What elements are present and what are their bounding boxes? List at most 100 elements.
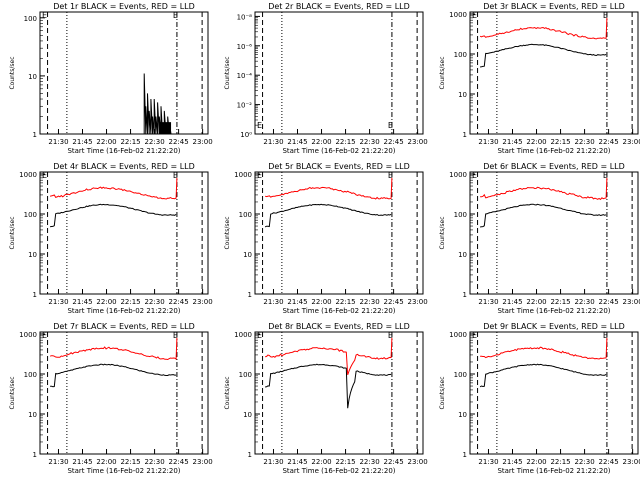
x-tick-label: 22:30	[574, 298, 594, 306]
panel-title: Det 2r BLACK = Events, RED = LLD	[268, 2, 410, 11]
x-tick-label: 21:45	[72, 298, 92, 306]
x-tick-label: 22:30	[574, 138, 594, 146]
panel-det-8: Det 8r BLACK = Events, RED = LLD Counts/s…	[224, 322, 428, 475]
marker-right: E	[603, 11, 608, 20]
y-axis-label: Counts/sec	[9, 56, 16, 89]
panel-det-9: Det 9r BLACK = Events, RED = LLD Counts/s…	[439, 322, 640, 475]
y-tick-label: 100	[24, 211, 37, 219]
y-tick-label: 10⁻⁴	[237, 72, 253, 80]
events-block	[159, 122, 172, 134]
events-series	[479, 363, 607, 388]
x-tick-label: 22:45	[169, 138, 189, 146]
x-tick-label: 22:30	[144, 298, 164, 306]
y-axis-label: Counts/sec	[224, 56, 231, 89]
x-tick-label: 21:45	[287, 138, 307, 146]
x-tick-label: 21:45	[502, 458, 522, 466]
y-tick-label: 10⁰	[240, 131, 252, 139]
panel-title: Det 5r BLACK = Events, RED = LLD	[268, 162, 410, 171]
x-tick-label: 22:00	[526, 138, 546, 146]
x-tick-label: 22:00	[96, 458, 116, 466]
y-tick-label: 10	[28, 251, 37, 259]
y-tick-label: 1	[248, 291, 252, 299]
x-tick-label: 22:15	[335, 458, 355, 466]
y-tick-label: 1	[33, 131, 37, 139]
x-tick-label: 21:30	[263, 458, 283, 466]
x-tick-label: 21:30	[48, 458, 68, 466]
x-tick-label: 22:00	[311, 298, 331, 306]
x-tick-label: 21:45	[502, 138, 522, 146]
x-tick-label: 22:15	[335, 298, 355, 306]
plot-frame	[469, 11, 639, 135]
marker-left: E	[42, 11, 47, 20]
y-axis-label: Counts/sec	[439, 376, 446, 409]
marker-right: E	[388, 171, 393, 180]
x-tick-label: 22:30	[359, 458, 379, 466]
lld-series	[264, 177, 393, 200]
marker-left: E	[257, 171, 262, 180]
x-axis-label: Start Time (16-Feb-02 21:22:20)	[282, 307, 395, 315]
y-tick-label: 10	[28, 411, 37, 419]
marker-left: E	[42, 171, 47, 180]
y-tick-label: 100	[24, 371, 37, 379]
y-tick-label: 10	[458, 91, 467, 99]
marker-right: E	[603, 331, 608, 340]
y-tick-label: 10	[243, 411, 252, 419]
x-axis-label: Start Time (16-Feb-02 21:22:20)	[67, 467, 180, 475]
x-tick-label: 22:30	[574, 458, 594, 466]
x-tick-label: 21:30	[478, 458, 498, 466]
y-tick-label: 10⁻²	[237, 102, 253, 110]
y-axis-label: Counts/sec	[224, 216, 231, 249]
panel-title: Det 7r BLACK = Events, RED = LLD	[53, 322, 195, 331]
x-tick-label: 23:00	[193, 458, 213, 466]
x-tick-label: 22:15	[550, 138, 570, 146]
y-tick-label: 1000	[234, 171, 252, 179]
x-tick-label: 21:45	[72, 138, 92, 146]
x-tick-label: 23:00	[408, 298, 428, 306]
x-tick-label: 21:30	[48, 138, 68, 146]
marker-right: E	[173, 331, 178, 340]
x-axis-label: Start Time (16-Feb-02 21:22:20)	[67, 307, 180, 315]
x-tick-label: 22:30	[144, 138, 164, 146]
y-tick-label: 10	[458, 251, 467, 259]
x-tick-label: 22:15	[550, 298, 570, 306]
y-tick-label: 10	[458, 411, 467, 419]
y-tick-label: 100	[454, 51, 467, 59]
events-series	[265, 363, 392, 409]
panel-det-6: Det 6r BLACK = Events, RED = LLD Counts/s…	[439, 162, 640, 315]
x-tick-label: 23:00	[408, 138, 428, 146]
x-tick-label: 22:00	[526, 298, 546, 306]
lld-series	[49, 177, 178, 200]
x-tick-label: 23:00	[193, 298, 213, 306]
y-tick-label: 1000	[234, 331, 252, 339]
x-tick-label: 21:30	[48, 298, 68, 306]
marker-left: E	[257, 121, 262, 130]
events-series	[480, 43, 607, 68]
marker-right: E	[173, 11, 178, 20]
plot-frame	[39, 11, 209, 135]
x-tick-label: 22:00	[96, 298, 116, 306]
y-tick-label: 10	[28, 73, 37, 81]
x-tick-label: 22:15	[120, 458, 140, 466]
lld-series	[480, 337, 608, 360]
y-tick-label: 100	[454, 371, 467, 379]
x-tick-label: 22:45	[169, 458, 189, 466]
panel-det-2: Det 2r BLACK = Events, RED = LLD Counts/s…	[224, 2, 428, 155]
y-axis-label: Counts/sec	[9, 376, 16, 409]
panel-title: Det 4r BLACK = Events, RED = LLD	[53, 162, 195, 171]
x-tick-label: 22:45	[599, 138, 619, 146]
marker-right: E	[603, 171, 608, 180]
panel-det-3: Det 3r BLACK = Events, RED = LLD Counts/s…	[439, 2, 640, 155]
x-axis-label: Start Time (16-Feb-02 21:22:20)	[282, 147, 395, 155]
panel-det-4: Det 4r BLACK = Events, RED = LLD Counts/s…	[9, 162, 213, 315]
x-tick-label: 22:15	[120, 298, 140, 306]
x-tick-label: 23:00	[193, 138, 213, 146]
x-tick-label: 22:30	[144, 458, 164, 466]
x-tick-label: 21:45	[72, 458, 92, 466]
events-series	[49, 203, 177, 228]
x-axis-label: Start Time (16-Feb-02 21:22:20)	[497, 467, 610, 475]
x-tick-label: 21:45	[287, 298, 307, 306]
plot-frame	[39, 171, 209, 295]
events-series	[50, 363, 177, 388]
x-axis-label: Start Time (16-Feb-02 21:22:20)	[67, 147, 180, 155]
